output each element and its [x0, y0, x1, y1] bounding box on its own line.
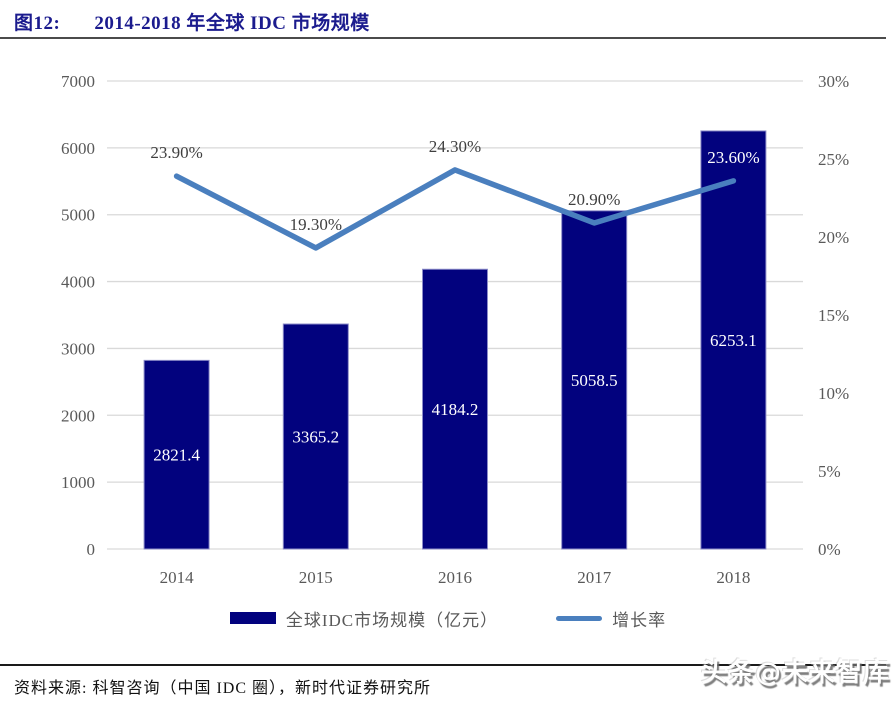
figure-label: 图12: [14, 13, 61, 34]
bar-2018 [700, 130, 767, 550]
title-underline [0, 37, 886, 39]
legend-item-line-series: 增长率 [556, 606, 666, 631]
bar-value-label: 4184.2 [432, 400, 479, 419]
left-axis-tick: 6000 [61, 139, 95, 158]
left-axis-tick: 2000 [61, 406, 95, 425]
legend-item-bar-series: 全球IDC市场规模（亿元） [229, 606, 499, 631]
left-axis-tick: 0 [87, 540, 96, 559]
bar-value-label: 5058.5 [571, 371, 618, 390]
bar-series-label: 全球IDC市场规模（亿元） [285, 610, 499, 630]
line-series-label: 增长率 [612, 610, 667, 630]
chart-legend: 全球IDC市场规模（亿元） 增长率 [0, 604, 896, 632]
left-axis-tick: 3000 [61, 339, 95, 358]
left-axis-tick: 1000 [61, 473, 95, 492]
x-axis-category-label: 2017 [577, 568, 612, 587]
line-value-label: 19.30% [290, 215, 342, 234]
right-axis-tick: 0% [818, 540, 841, 559]
right-axis-tick: 10% [818, 384, 849, 403]
x-axis-category-label: 2014 [160, 568, 195, 587]
footer-divider [0, 664, 886, 666]
figure-title-row: 图12: 2014-2018 年全球 IDC 市场规模 [14, 8, 886, 35]
left-axis-tick: 4000 [61, 273, 95, 292]
x-axis-category-label: 2018 [716, 568, 750, 587]
bar-value-label: 6253.1 [710, 331, 757, 350]
right-axis-tick: 15% [818, 306, 849, 325]
line-value-label: 24.30% [429, 137, 481, 156]
line-value-label: 20.90% [568, 190, 620, 209]
source-note: 资料来源: 科智咨询（中国 IDC 圈），新时代证券研究所 [14, 680, 432, 697]
left-axis-tick: 7000 [61, 72, 95, 91]
figure-title: 2014-2018 年全球 IDC 市场规模 [94, 13, 370, 34]
bar-series-swatch [229, 612, 276, 624]
bar-2015 [282, 323, 349, 550]
growth-rate-line [173, 167, 737, 251]
idc-market-combo-chart: 0 1000 2000 3000 4000 5000 6000 7000 0% 5% 10% 15% 2… [61, 72, 849, 587]
line-value-label: 23.60% [707, 148, 759, 167]
right-axis-tick: 5% [818, 462, 841, 481]
right-axis-tick: 30% [818, 72, 849, 91]
watermark-text: 头条@未来智库 [700, 658, 890, 688]
right-axis-tick: 25% [818, 150, 849, 169]
line-series-swatch [556, 615, 603, 621]
bar-value-label: 3365.2 [292, 428, 339, 447]
right-axis-tick: 20% [818, 228, 849, 247]
bar-2016 [422, 268, 488, 550]
bar-2014 [143, 359, 210, 550]
x-axis-category-label: 2016 [438, 568, 472, 587]
left-axis-tick: 5000 [61, 206, 95, 225]
bar-value-label: 2821.4 [153, 446, 200, 465]
x-axis-category-label: 2015 [299, 568, 333, 587]
bar-2017 [561, 210, 628, 550]
line-value-label: 23.90% [150, 143, 202, 162]
